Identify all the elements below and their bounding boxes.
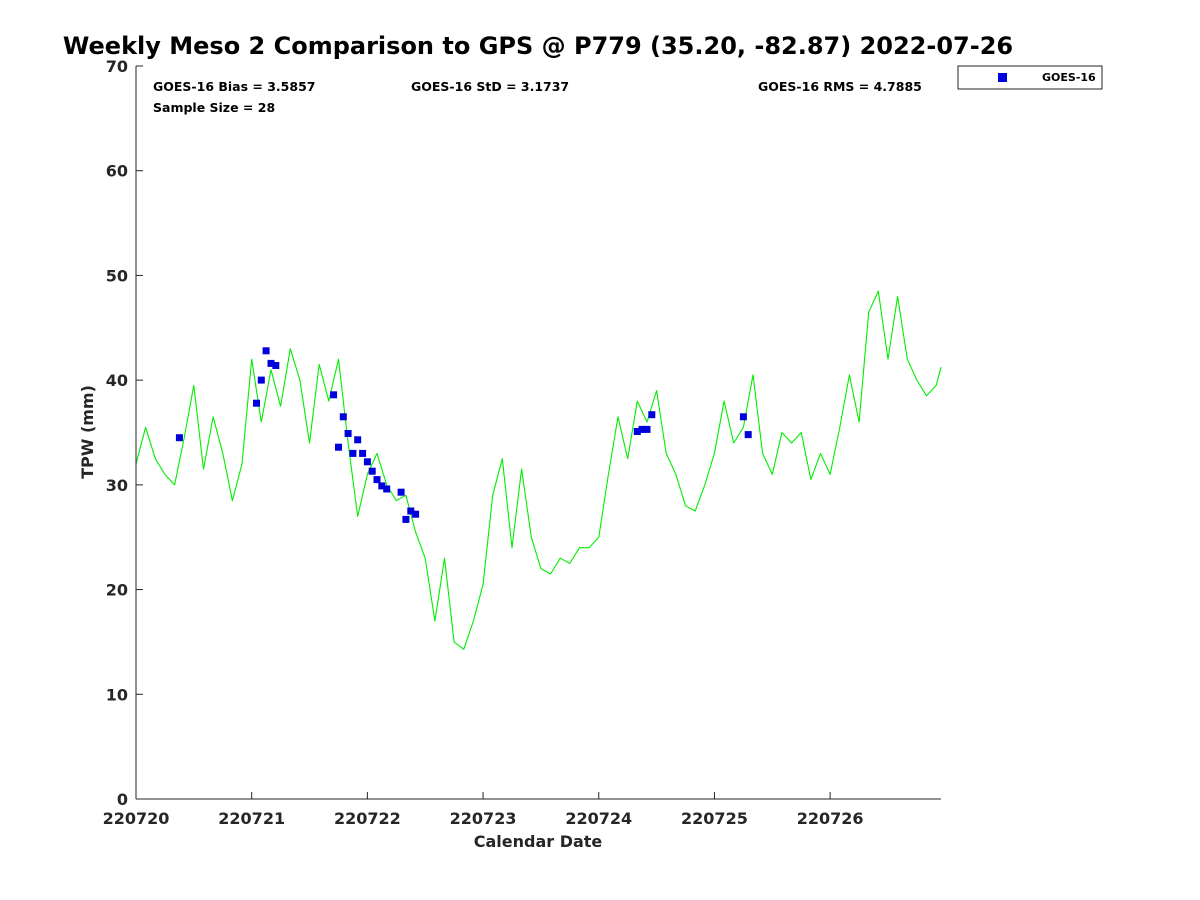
goes16-marker-layer xyxy=(175,347,752,523)
legend: GOES-16 xyxy=(957,65,1103,90)
y-tick-label: 60 xyxy=(106,162,128,181)
rms-stat: GOES-16 RMS = 4.7885 xyxy=(758,79,922,94)
goes16-point xyxy=(349,449,357,457)
x-tick-label: 220724 xyxy=(565,809,632,828)
x-tick-label: 220722 xyxy=(334,809,401,828)
goes16-point xyxy=(330,391,338,399)
y-tick-label: 20 xyxy=(106,581,128,600)
goes16-point xyxy=(383,485,391,493)
goes16-point xyxy=(643,425,651,433)
goes16-point xyxy=(638,425,646,433)
x-tick-label: 220726 xyxy=(797,809,864,828)
goes16-point xyxy=(363,458,371,466)
goes16-point xyxy=(648,411,656,419)
y-tick-label: 70 xyxy=(106,57,128,76)
goes16-point xyxy=(412,510,420,518)
y-ticks: 0 10 20 30 40 50 60 70 xyxy=(106,57,143,809)
gps-line-layer xyxy=(135,290,942,650)
y-axis-label: TPW (mm) xyxy=(78,385,97,479)
x-ticks: 220720 220721 220722 220723 220724 220725 2207… xyxy=(103,792,864,828)
goes16-point xyxy=(373,476,381,484)
std-stat: GOES-16 StD = 3.1737 xyxy=(411,79,569,94)
goes16-point xyxy=(344,430,352,437)
legend-marker-goes16 xyxy=(998,73,1007,82)
sample-size-stat: Sample Size = 28 xyxy=(153,100,275,115)
x-tick-label: 220721 xyxy=(218,809,285,828)
goes16-point xyxy=(354,436,362,444)
goes16-point xyxy=(257,376,265,384)
goes16-point xyxy=(267,359,275,367)
y-tick-label: 50 xyxy=(106,266,128,285)
goes16-point xyxy=(272,362,280,369)
goes16-point xyxy=(339,413,347,421)
x-axis-label: Calendar Date xyxy=(474,832,603,851)
plot-area xyxy=(136,66,941,799)
goes16-point xyxy=(739,413,747,421)
y-tick-label: 10 xyxy=(106,685,128,704)
gps-tpw-line xyxy=(135,290,942,650)
goes16-point xyxy=(253,399,260,407)
goes16-point xyxy=(262,347,270,355)
x-tick-label: 220723 xyxy=(450,809,517,828)
y-tick-label: 30 xyxy=(106,476,128,495)
x-tick-label: 220725 xyxy=(681,809,748,828)
goes16-point xyxy=(407,507,415,515)
chart-title: Weekly Meso 2 Comparison to GPS @ P779 (… xyxy=(63,32,1013,60)
goes16-point xyxy=(633,428,641,435)
goes16-point xyxy=(402,515,410,523)
legend-label-goes16: GOES-16 xyxy=(1042,71,1096,84)
goes16-point xyxy=(175,434,183,442)
bias-stat: GOES-16 Bias = 3.5857 xyxy=(153,79,315,94)
y-tick-label: 0 xyxy=(117,790,128,809)
goes16-point xyxy=(368,467,376,475)
x-tick-label: 220720 xyxy=(103,809,170,828)
goes16-point xyxy=(397,488,405,496)
legend-box xyxy=(957,65,1103,90)
goes16-point xyxy=(359,449,367,457)
y-tick-label: 40 xyxy=(106,371,128,390)
goes16-point xyxy=(378,482,386,490)
goes16-point xyxy=(744,431,752,439)
goes16-point xyxy=(335,443,342,451)
